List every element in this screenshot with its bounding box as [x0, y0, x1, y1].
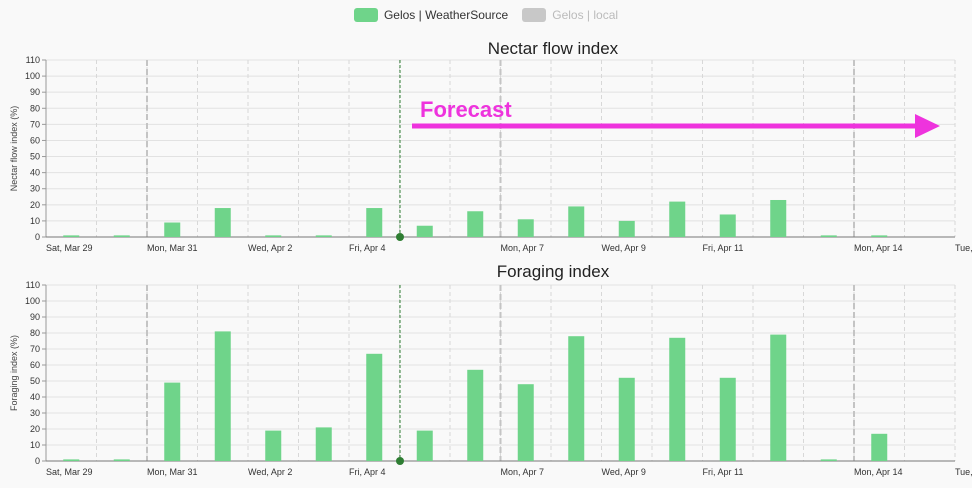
bar[interactable]	[366, 208, 383, 237]
y-tick-label: 20	[30, 424, 40, 434]
y-tick-label: 40	[30, 392, 40, 402]
legend-item-weathersource[interactable]: Gelos | WeatherSource	[353, 6, 509, 24]
bar[interactable]	[164, 222, 181, 237]
legend-swatch-weathersource	[353, 8, 378, 22]
legend-swatch-local	[522, 8, 547, 22]
y-axis-label: Nectar flow index (%)	[9, 106, 19, 192]
y-tick-label: 70	[30, 119, 40, 129]
y-axis-label: Foraging index (%)	[9, 335, 19, 411]
bar[interactable]	[416, 430, 433, 461]
forecast-label: Forecast	[420, 97, 512, 122]
bar[interactable]	[366, 353, 383, 461]
y-tick-label: 100	[25, 296, 40, 306]
bar[interactable]	[669, 201, 686, 237]
y-tick-label: 40	[30, 168, 40, 178]
y-tick-label: 0	[35, 456, 40, 466]
x-tick-label: Mon, Mar 31	[147, 243, 198, 253]
legend-item-local[interactable]: Gelos | local	[522, 6, 618, 24]
x-tick-label: Wed, Apr 9	[602, 243, 646, 253]
y-tick-label: 110	[26, 280, 40, 290]
bar[interactable]	[63, 235, 80, 237]
y-tick-label: 100	[25, 71, 40, 81]
bar[interactable]	[568, 206, 585, 237]
bar[interactable]	[467, 211, 484, 237]
y-tick-label: 60	[30, 135, 40, 145]
y-tick-label: 10	[30, 440, 40, 450]
y-tick-label: 0	[35, 232, 40, 242]
y-tick-label: 30	[30, 184, 40, 194]
x-tick-label: Mon, Apr 14	[854, 467, 903, 477]
bar[interactable]	[618, 377, 635, 461]
legend-label-weathersource: Gelos | WeatherSource	[383, 8, 509, 22]
x-tick-label: Wed, Apr 2	[248, 467, 292, 477]
x-tick-label: Tue,	[955, 467, 972, 477]
bar[interactable]	[770, 199, 787, 237]
y-tick-label: 50	[30, 376, 40, 386]
chart-nectar-flow: 0 10 20 30 40 50 60 70 80 90 100 110 Sat, Mar 29 Mon,…	[9, 39, 972, 253]
y-tick-label: 50	[30, 152, 40, 162]
x-tick-label: Mon, Mar 31	[147, 467, 198, 477]
y-tick-label: 70	[30, 344, 40, 354]
x-tick-label: Tue,	[955, 243, 972, 253]
bar[interactable]	[820, 459, 837, 461]
bar[interactable]	[315, 427, 332, 461]
bar[interactable]	[517, 219, 534, 237]
bar[interactable]	[871, 433, 888, 461]
chart-title: Foraging index	[497, 262, 610, 281]
bar[interactable]	[719, 214, 736, 237]
bar[interactable]	[214, 331, 231, 461]
bar[interactable]	[63, 459, 80, 461]
legend-label-local: Gelos | local	[552, 8, 619, 22]
x-tick-label: Mon, Apr 7	[501, 467, 545, 477]
chart-foraging: 0 10 20 30 40 50 60 70 80 90 100 110 Sat, Mar 29 Mon,…	[9, 262, 972, 477]
x-tick-label: Wed, Apr 9	[602, 467, 646, 477]
today-marker	[396, 233, 404, 241]
y-tick-label: 10	[30, 216, 40, 226]
x-tick-label: Sat, Mar 29	[46, 243, 93, 253]
bar[interactable]	[265, 235, 282, 237]
x-tick-label: Mon, Apr 7	[501, 243, 545, 253]
y-tick-label: 110	[26, 55, 40, 65]
x-tick-label: Fri, Apr 11	[703, 467, 744, 477]
bar[interactable]	[467, 369, 484, 461]
x-tick-label: Wed, Apr 2	[248, 243, 292, 253]
y-tick-label: 80	[30, 103, 40, 113]
forecast-arrow-head	[915, 114, 940, 138]
y-tick-label: 60	[30, 360, 40, 370]
bar[interactable]	[618, 220, 635, 237]
y-tick-label: 80	[30, 328, 40, 338]
x-tick-label: Fri, Apr 4	[349, 467, 386, 477]
bar[interactable]	[517, 384, 534, 461]
x-tick-label: Mon, Apr 14	[854, 243, 903, 253]
y-tick-label: 90	[30, 87, 40, 97]
bar[interactable]	[416, 225, 433, 237]
x-tick-label: Fri, Apr 4	[349, 243, 386, 253]
forecast-annotation: Forecast	[412, 97, 940, 138]
bar[interactable]	[669, 337, 686, 461]
bar[interactable]	[113, 459, 130, 461]
y-tick-label: 30	[30, 408, 40, 418]
bar[interactable]	[719, 377, 736, 461]
legend: Gelos | WeatherSource Gelos | local	[0, 6, 972, 24]
bar[interactable]	[568, 336, 585, 461]
y-tick-label: 90	[30, 312, 40, 322]
x-tick-label: Fri, Apr 11	[703, 243, 744, 253]
bar[interactable]	[315, 235, 332, 237]
bar[interactable]	[164, 382, 181, 461]
bar[interactable]	[113, 235, 130, 237]
bar[interactable]	[820, 235, 837, 237]
bar[interactable]	[265, 430, 282, 461]
bar[interactable]	[871, 235, 888, 237]
bar[interactable]	[770, 334, 787, 461]
bar[interactable]	[214, 208, 231, 237]
today-marker	[396, 457, 404, 465]
y-tick-label: 20	[30, 200, 40, 210]
chart-title: Nectar flow index	[488, 39, 619, 58]
x-tick-label: Sat, Mar 29	[46, 467, 93, 477]
